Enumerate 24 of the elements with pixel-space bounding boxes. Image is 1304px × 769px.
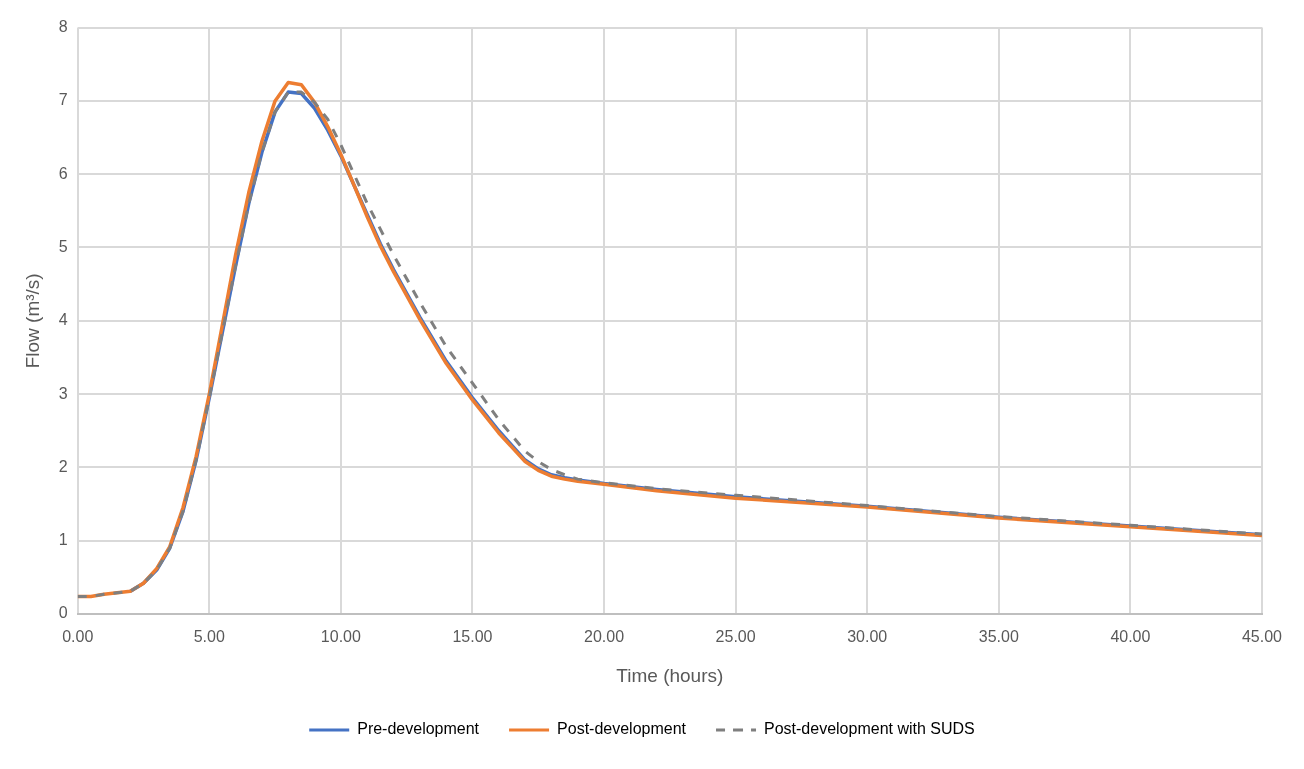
legend-label: Post-development with SUDS: [764, 720, 975, 738]
legend-label: Pre-development: [357, 720, 480, 738]
y-tick-label: 0: [58, 604, 68, 622]
x-tick-label: 25.00: [715, 628, 756, 646]
x-tick-label: 35.00: [978, 628, 1019, 646]
y-tick-label: 8: [58, 18, 68, 36]
y-tick-label: 2: [58, 457, 68, 475]
y-tick-label: 4: [58, 311, 68, 329]
x-tick-label: 10.00: [320, 628, 361, 646]
y-tick-label: 6: [58, 164, 68, 182]
legend-label: Post-development: [557, 720, 687, 738]
y-tick-label: 5: [58, 237, 68, 255]
x-tick-label: 45.00: [1241, 628, 1283, 646]
x-tick-label: 30.00: [847, 628, 888, 646]
y-tick-label: 1: [58, 531, 68, 549]
x-axis-title: Time (hours): [616, 664, 724, 686]
y-tick-label: 7: [58, 91, 68, 109]
x-tick-label: 5.00: [193, 628, 225, 646]
x-tick-label: 20.00: [584, 628, 625, 646]
x-tick-label: 0.00: [62, 628, 94, 646]
y-tick-label: 3: [58, 384, 68, 402]
y-axis-title: Flow (m³/s): [21, 273, 43, 369]
x-tick-label: 15.00: [452, 628, 493, 646]
x-tick-label: 40.00: [1110, 628, 1151, 646]
